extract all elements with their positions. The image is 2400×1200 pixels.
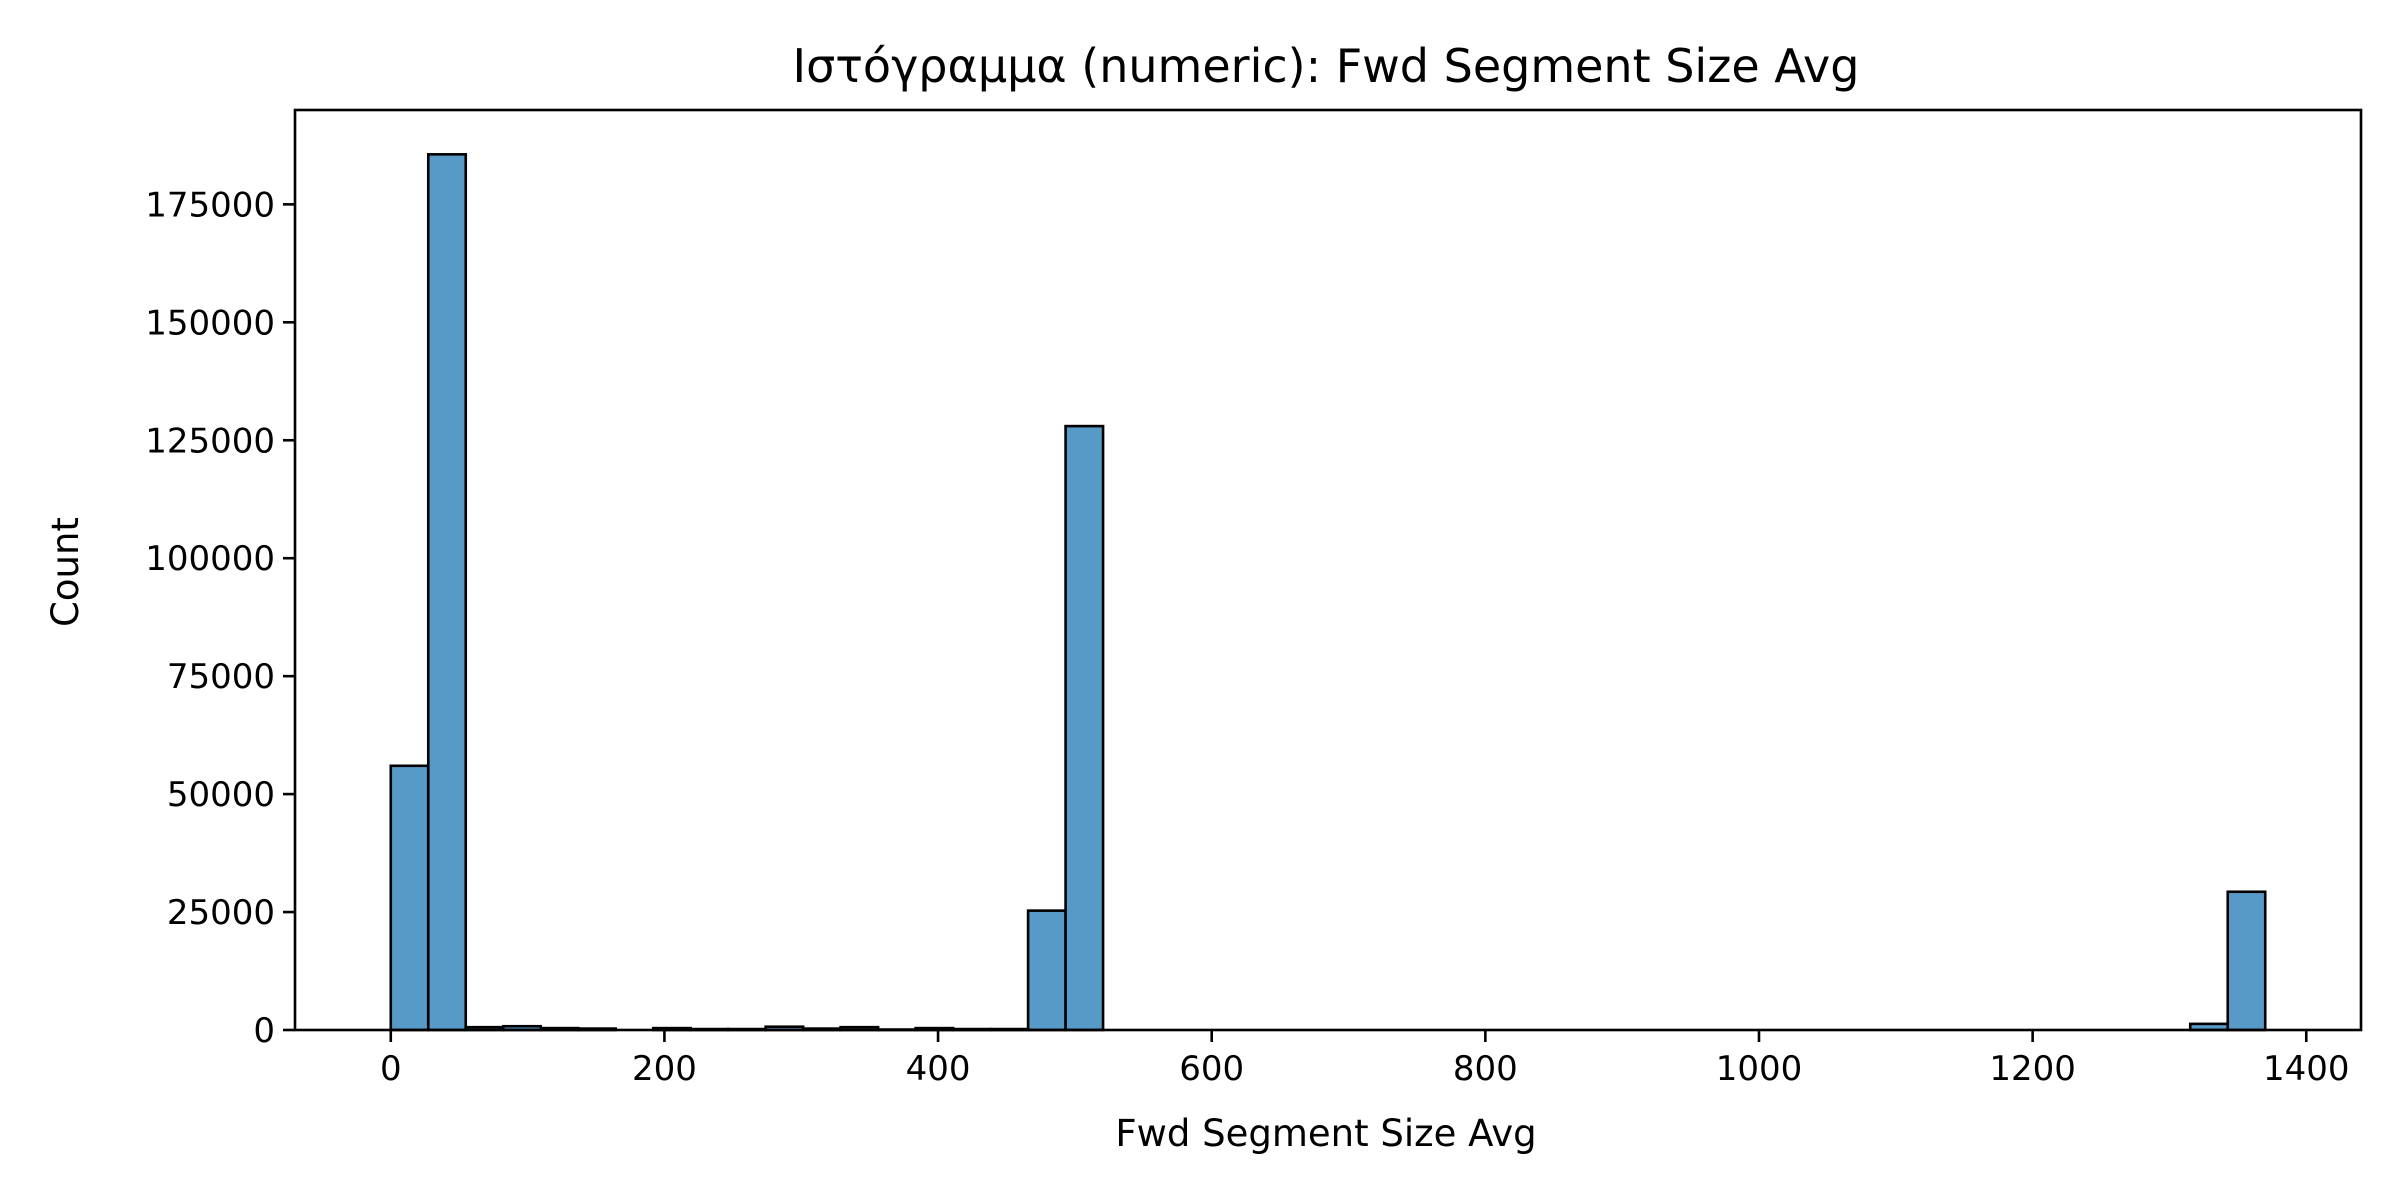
x-axis-label: Fwd Segment Size Avg [1115, 1112, 1536, 1155]
histogram-bar [389, 764, 430, 1032]
x-tick-label: 200 [632, 1049, 697, 1089]
plot-frame [293, 108, 2363, 1032]
histogram-bar [426, 153, 468, 1032]
x-axis-ticks: 0 200 400 600 800 1000 1200 1400 [380, 1030, 2350, 1089]
x-tick-label: 0 [380, 1049, 402, 1089]
y-tick-label: 50000 [167, 775, 275, 815]
chart-title: Ιστόγραμμα (numeric): Fwd Segment Size A… [793, 39, 1860, 93]
histogram-bar [2226, 890, 2267, 1032]
y-tick-label: 125000 [145, 421, 275, 461]
y-tick-label: 150000 [145, 303, 275, 343]
y-tick-label: 0 [253, 1011, 275, 1051]
y-tick-label: 175000 [145, 185, 275, 225]
x-tick-label: 800 [1453, 1049, 1518, 1089]
x-tick-label: 1000 [1716, 1049, 1803, 1089]
bars-group [389, 153, 2267, 1032]
x-tick-label: 1200 [1989, 1049, 2076, 1089]
x-tick-label: 1400 [2263, 1049, 2350, 1089]
y-tick-label: 100000 [145, 539, 275, 579]
y-axis-label: Count [44, 517, 87, 627]
x-tick-label: 400 [906, 1049, 971, 1089]
histogram-bar [1064, 424, 1105, 1032]
y-tick-label: 25000 [167, 893, 275, 933]
y-tick-label: 75000 [167, 657, 275, 697]
x-tick-label: 600 [1179, 1049, 1244, 1089]
histogram-bar [1026, 909, 1067, 1032]
y-axis-ticks: 0 25000 50000 75000 100000 125000 150000 175000 [145, 185, 295, 1051]
